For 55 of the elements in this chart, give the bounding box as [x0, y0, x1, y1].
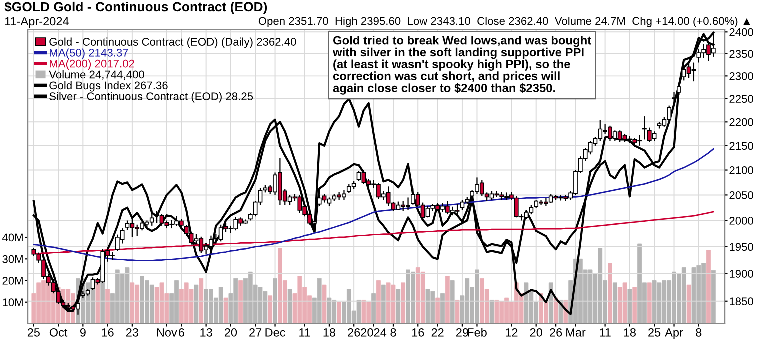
y2-tick-label: 30M: [2, 255, 23, 264]
legend-label: Gold - Continuous Contract (EOD) (Daily) 2362.40: [50, 38, 296, 48]
x-tick-label: 26: [550, 328, 562, 337]
x-tick-label: 16: [102, 328, 114, 337]
x-tick-label: 25: [648, 328, 661, 337]
y-tick-label: 1900: [730, 270, 754, 278]
x-tick-label: Dec: [266, 328, 286, 337]
x-tick-label: 18: [624, 328, 636, 337]
y2-tick-label: 20M: [2, 277, 23, 285]
x-tick-label: 26: [348, 328, 360, 337]
x-tick-label: Nov: [157, 328, 178, 337]
y-tick-label: 2400: [730, 28, 754, 36]
x-tick-label: 2024: [361, 328, 387, 337]
x-tick-label: 9: [80, 328, 86, 337]
x-tick-label: Feb: [468, 328, 487, 337]
y-tick-label: 2000: [730, 217, 754, 225]
chart-subtitle: 11-Apr-2024: [5, 17, 69, 28]
text: Open 2351.70 High 2395.60 Low 2343.10 Close 2362.40 Volume 24.7M Chg +14.00 (+0.60%) ▲: [258, 17, 750, 28]
y-tick-label: 2050: [730, 191, 754, 200]
x-tick-label: 12: [506, 328, 518, 337]
y-tick-label: 2350: [730, 50, 754, 58]
y-tick-label: 2200: [730, 118, 754, 126]
legend-label: Volume 24,744,400: [49, 70, 144, 80]
legend-label: MA(200) 2017.02: [50, 60, 134, 70]
x-tick-label: Apr: [665, 328, 684, 340]
x-tick-label: 20: [224, 328, 238, 337]
x-tick-label: 16: [412, 328, 424, 337]
x-tick-label: 27: [250, 328, 262, 337]
x-tick-label: 8: [696, 328, 702, 337]
x-tick-label: Mar: [566, 328, 586, 337]
x-tick-label: 18: [324, 328, 336, 337]
x-tick-label: 29: [456, 328, 468, 337]
y-tick-label: 2300: [730, 72, 754, 80]
chart-title: $GOLD Gold - Continuous Contract (EOD): [4, 2, 268, 14]
x-tick-label: 23: [126, 328, 138, 337]
x-tick-label: 25: [28, 328, 40, 337]
y-tick-label: 1850: [730, 298, 754, 306]
x-tick-label: 6: [179, 328, 184, 337]
x-tick-label: 13: [200, 328, 212, 337]
y-tick-label: 2150: [730, 142, 754, 150]
x-tick-label: 20: [530, 328, 542, 337]
x-tick-label: 11: [600, 328, 611, 337]
legend-label: Gold Bugs Index 267.36: [50, 81, 168, 92]
legend-label: MA(50) 2143.37: [50, 48, 128, 60]
y-tick-label: 2100: [730, 166, 754, 174]
y-tick-label: 2250: [730, 95, 754, 104]
x-tick-label: 11: [300, 328, 310, 337]
y2-tick-label: 40M: [2, 234, 23, 242]
y2-tick-label: 10M: [3, 298, 23, 307]
x-tick-label: Oct: [50, 328, 68, 337]
y-tick-label: 1950: [730, 243, 754, 252]
x-tick-label: 22: [432, 328, 444, 337]
x-tick-label: 8: [390, 328, 396, 337]
annotation: Gold tried to break Wed lows,and was bought with silver in the soft landing supportive PPI (at least it wasn't spooky high PPI), so the correction was cut short, and prices will again close closer to $2400 than $2350.: [332, 36, 592, 95]
legend-label: Silver - Continuous Contract (EOD) 28.25: [50, 92, 254, 103]
